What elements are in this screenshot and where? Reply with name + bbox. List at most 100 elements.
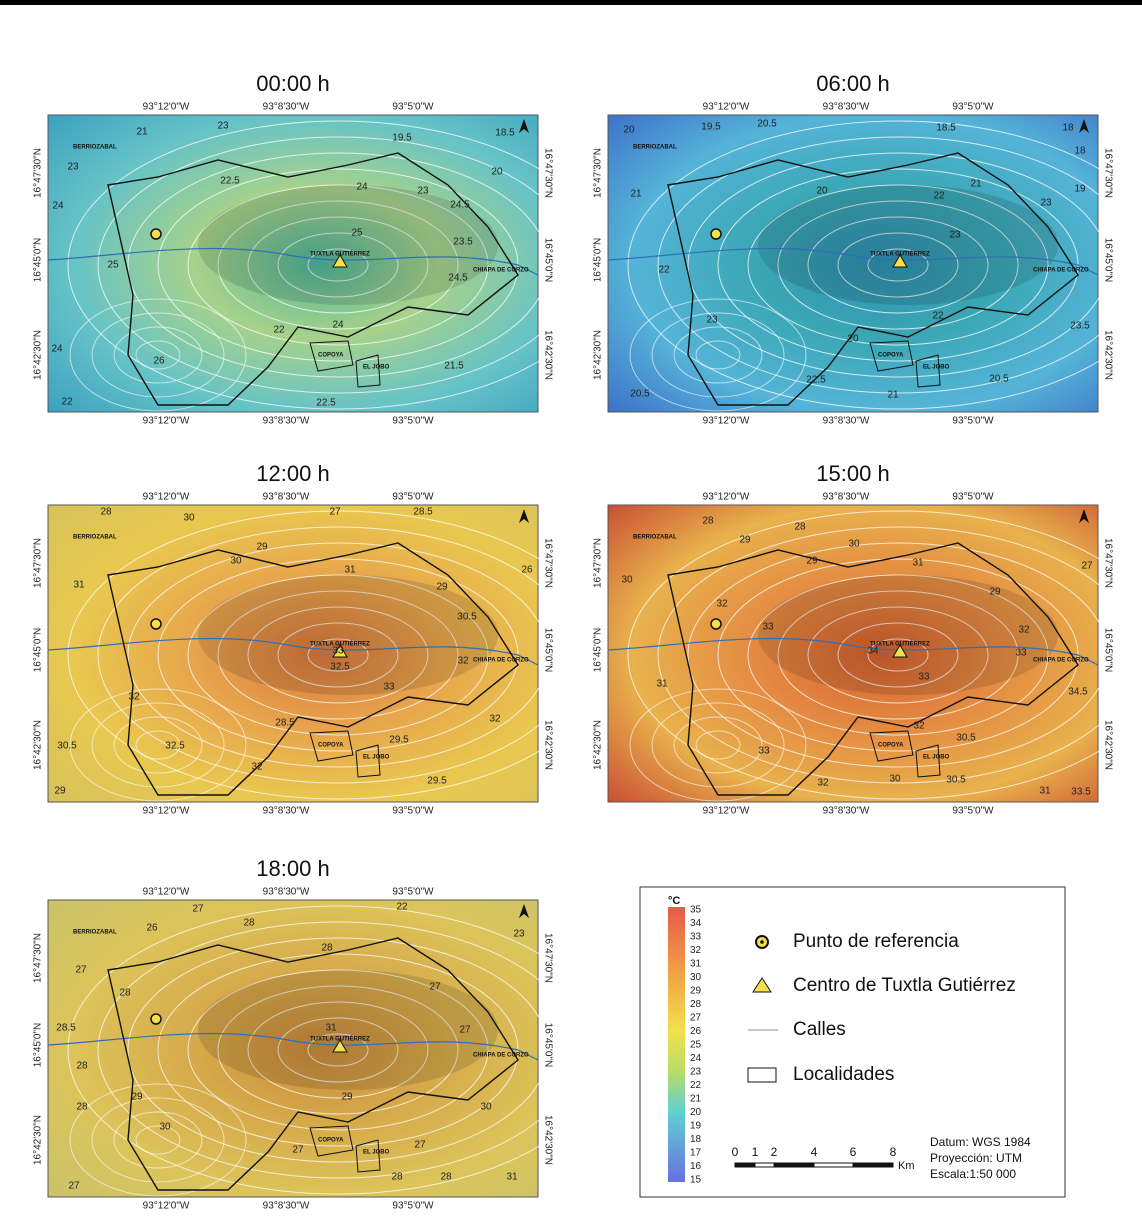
isotherm-label: 22.5 bbox=[806, 375, 826, 386]
municipal-boundary bbox=[667, 152, 1079, 406]
lon-label: 93°12'0"W bbox=[703, 492, 750, 503]
scale-bar-unit: Km bbox=[898, 1160, 915, 1172]
legend-reference-dot bbox=[760, 940, 764, 944]
river bbox=[607, 637, 1099, 666]
place-label: EL JOBO bbox=[363, 365, 390, 371]
isotherm bbox=[807, 216, 989, 314]
lat-label: 16°47'30"N bbox=[542, 933, 553, 983]
isotherm-label: 21 bbox=[136, 127, 148, 138]
isotherm-label: 23 bbox=[949, 230, 961, 241]
isotherm bbox=[217, 200, 459, 330]
lon-label: 93°5'0"W bbox=[952, 416, 994, 427]
place-label: TUXTLA GUTIÉRREZ bbox=[310, 250, 370, 258]
color-bar-label: 20 bbox=[690, 1107, 702, 1118]
panel-title: 00:00 h bbox=[256, 71, 329, 96]
scale-bar-label: 6 bbox=[850, 1145, 857, 1159]
lat-label: 16°47'30"N bbox=[542, 538, 553, 588]
place-label: COPOYA bbox=[318, 743, 344, 749]
isotherm-label: 20 bbox=[623, 125, 635, 136]
color-bar bbox=[668, 907, 685, 1182]
color-bar-label: 31 bbox=[690, 959, 702, 970]
river bbox=[47, 1032, 539, 1061]
lon-label: 93°5'0"W bbox=[392, 416, 434, 427]
place-label: BERRIOZABAL bbox=[73, 145, 117, 151]
isotherm-label: 28.5 bbox=[413, 507, 433, 518]
locality bbox=[869, 730, 941, 778]
lon-label: 93°5'0"W bbox=[392, 492, 434, 503]
isotherm bbox=[97, 136, 579, 394]
isotherm bbox=[113, 326, 203, 384]
isotherm-label: 27 bbox=[414, 1140, 426, 1151]
isotherm-label: 30 bbox=[230, 556, 242, 567]
isotherm-label: 27 bbox=[1081, 561, 1093, 572]
isotherm-label: 30 bbox=[183, 513, 195, 524]
place-label: BERRIOZABAL bbox=[633, 535, 677, 541]
lat-label: 16°42'30"N bbox=[542, 1115, 553, 1165]
urban-area bbox=[758, 185, 1058, 305]
isotherm bbox=[97, 526, 579, 784]
locality bbox=[309, 1125, 381, 1173]
isotherm-label: 32 bbox=[128, 692, 140, 703]
isotherm bbox=[217, 985, 459, 1115]
isotherm-label: 31 bbox=[344, 565, 356, 576]
isotherm-label: 33 bbox=[1015, 648, 1027, 659]
lon-label: 93°5'0"W bbox=[952, 492, 994, 503]
color-bar-label: 16 bbox=[690, 1161, 702, 1172]
isotherm-label: 27 bbox=[68, 1181, 80, 1192]
isotherm-label: 28 bbox=[76, 1102, 88, 1113]
isotherm bbox=[69, 1083, 247, 1197]
place-label: EL JOBO bbox=[923, 755, 950, 761]
lon-label: 93°5'0"W bbox=[392, 806, 434, 817]
isotherm-label: 29 bbox=[54, 786, 66, 797]
isotherm-label: 27 bbox=[329, 507, 341, 518]
lon-label: 93°8'30"W bbox=[823, 102, 870, 113]
scale-bar-segment bbox=[852, 1162, 894, 1168]
top-rule bbox=[0, 0, 1142, 5]
isotherm-label: 34 bbox=[867, 646, 879, 657]
lat-label: 16°47'30"N bbox=[1102, 538, 1113, 588]
map-panel: 00:00 h BERRIOZABAL TUXTLA GUTIÉRREZ COPOYA… bbox=[33, 71, 609, 427]
isotherm bbox=[277, 622, 399, 688]
isotherm bbox=[687, 542, 1109, 768]
isotherm-label: 31 bbox=[1039, 786, 1051, 797]
place-label: EL JOBO bbox=[363, 755, 390, 761]
map-panel: 18:00 h BERRIOZABAL TUXTLA GUTIÉRREZ COPOYA… bbox=[33, 856, 609, 1212]
lon-label: 93°12'0"W bbox=[143, 102, 190, 113]
isotherm-label: 26 bbox=[146, 923, 158, 934]
place-label: CHIAPA DE CORZO bbox=[473, 1053, 529, 1059]
lon-label: 93°8'30"W bbox=[823, 492, 870, 503]
north-arrow bbox=[519, 904, 529, 918]
place-label: COPOYA bbox=[878, 743, 904, 749]
map-panel: 06:00 h BERRIOZABAL TUXTLA GUTIÉRREZ COPOYA… bbox=[593, 71, 1142, 427]
color-bar-unit: °C bbox=[668, 895, 680, 907]
scale-bar-segment bbox=[813, 1162, 854, 1168]
isotherm bbox=[97, 921, 579, 1179]
isotherm-label: 30.5 bbox=[946, 775, 966, 786]
lat-label: 16°47'30"N bbox=[593, 148, 604, 198]
locality bbox=[309, 340, 381, 388]
isotherm-label: 24.5 bbox=[448, 273, 468, 284]
isotherm-label: 27 bbox=[292, 1145, 304, 1156]
isotherm-label: 27 bbox=[192, 904, 204, 915]
projection-note: Proyección: UTM bbox=[930, 1151, 1022, 1165]
isotherm bbox=[135, 340, 181, 370]
isotherm-label: 28.5 bbox=[56, 1023, 76, 1034]
isotherm-label: 22 bbox=[396, 902, 408, 913]
reference-point bbox=[150, 228, 162, 240]
lon-label: 93°5'0"W bbox=[392, 1201, 434, 1212]
isotherm-label: 26 bbox=[521, 565, 533, 576]
isotherm-label: 24 bbox=[356, 182, 368, 193]
map-background bbox=[607, 504, 1099, 803]
isotherm-label: 20.5 bbox=[757, 119, 777, 130]
color-bar-label: 22 bbox=[690, 1080, 702, 1091]
isotherm-label: 33 bbox=[383, 682, 395, 693]
scale-bar-segment bbox=[754, 1162, 775, 1168]
isotherm-label: 30 bbox=[889, 774, 901, 785]
isotherm bbox=[747, 574, 1049, 736]
place-label: CHIAPA DE CORZO bbox=[473, 658, 529, 664]
isotherm bbox=[277, 232, 399, 298]
isotherm-label: 30 bbox=[159, 1122, 171, 1133]
lon-label: 93°8'30"W bbox=[823, 806, 870, 817]
projection-note: Escala:1:50 000 bbox=[930, 1167, 1016, 1181]
isotherm bbox=[307, 638, 369, 672]
